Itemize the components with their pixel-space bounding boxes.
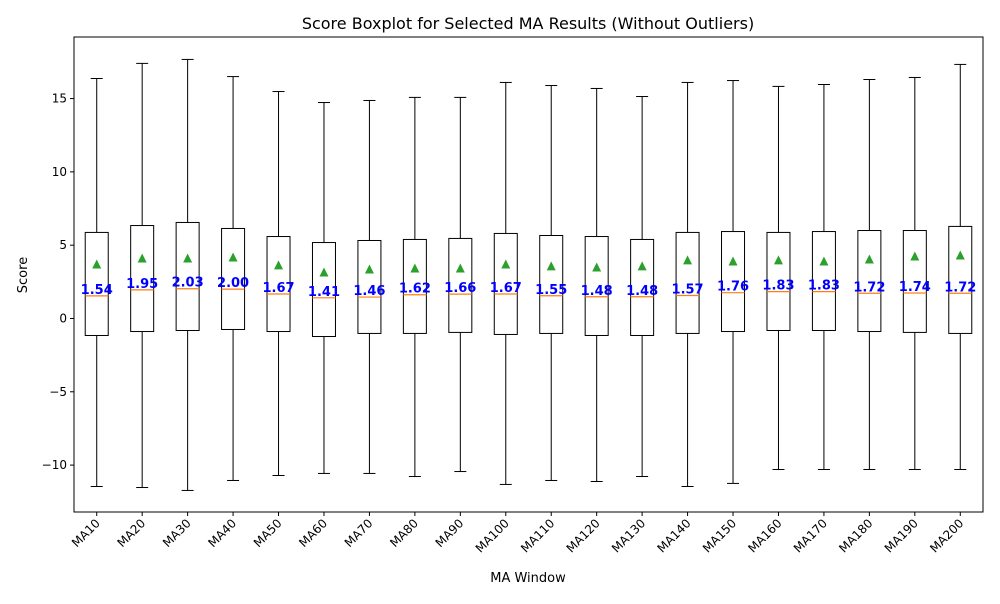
median-label: 1.67 (262, 281, 294, 296)
y-tick-label: 5 (59, 238, 67, 252)
x-tick-label: MA40 (205, 516, 239, 550)
mean-marker (592, 262, 602, 272)
median-label: 1.83 (762, 279, 794, 294)
mean-marker (637, 261, 647, 271)
box (130, 225, 155, 333)
box (84, 231, 109, 336)
median-label: 1.48 (626, 284, 658, 299)
box (448, 237, 473, 333)
box (721, 231, 746, 333)
box (266, 236, 291, 333)
median-label: 1.55 (535, 283, 567, 298)
y-tick-label: 0 (59, 311, 67, 325)
mean-marker (183, 253, 193, 263)
median-label: 1.54 (81, 283, 113, 298)
median-label: 1.66 (444, 281, 476, 296)
box (857, 230, 882, 333)
mean-marker (92, 259, 102, 269)
median-label: 1.83 (808, 279, 840, 294)
median-label: 1.74 (899, 280, 931, 295)
box (539, 235, 564, 334)
mean-marker (864, 254, 874, 264)
mean-marker (501, 259, 511, 269)
median-label: 2.00 (217, 276, 249, 291)
box (811, 231, 836, 332)
mean-marker (228, 252, 238, 262)
mean-marker (455, 263, 465, 273)
x-tick-label: MA100 (473, 516, 512, 555)
x-tick-label: MA10 (69, 516, 103, 550)
box (175, 221, 200, 332)
box (948, 225, 973, 334)
mean-marker (410, 263, 420, 273)
box (630, 238, 655, 336)
x-tick-label: MA80 (387, 516, 421, 550)
box (766, 231, 791, 332)
box (675, 231, 700, 334)
median-label: 1.57 (672, 282, 704, 297)
median-label: 1.67 (490, 281, 522, 296)
y-tick-label: −10 (42, 458, 67, 472)
median-label: 1.62 (399, 282, 431, 297)
x-axis-label: MA Window (490, 571, 566, 586)
median-label: 1.72 (944, 280, 976, 295)
x-tick-label: MA60 (296, 516, 330, 550)
mean-marker (137, 253, 147, 263)
median-label: 1.41 (308, 285, 340, 300)
mean-marker (728, 256, 738, 266)
box (221, 227, 246, 330)
box (584, 236, 609, 336)
x-tick-label: MA190 (882, 516, 921, 555)
mean-marker (546, 261, 556, 271)
mean-marker (683, 255, 693, 265)
chart-title: Score Boxplot for Selected MA Results (W… (302, 14, 754, 33)
x-tick-label: MA50 (251, 516, 285, 550)
mean-marker (274, 260, 284, 270)
x-tick-label: MA110 (518, 516, 557, 555)
x-tick-label: MA180 (836, 516, 875, 555)
y-axis-label: Score (16, 257, 31, 293)
median-label: 1.95 (126, 277, 158, 292)
x-tick-label: MA20 (114, 516, 148, 550)
median-label: 1.76 (717, 280, 749, 295)
plot-frame (73, 36, 984, 513)
mean-marker (319, 267, 329, 277)
x-tick-label: MA200 (927, 516, 966, 555)
x-tick-label: MA150 (700, 516, 739, 555)
median-label: 1.46 (353, 284, 385, 299)
box (402, 238, 427, 334)
y-tick-label: 10 (52, 165, 67, 179)
mean-marker (955, 250, 965, 260)
x-tick-label: MA120 (564, 516, 603, 555)
box (902, 230, 927, 333)
x-tick-label: MA130 (609, 516, 648, 555)
x-tick-label: MA160 (745, 516, 784, 555)
box (311, 242, 336, 338)
mean-marker (364, 264, 374, 274)
y-tick-label: −5 (49, 385, 67, 399)
median-label: 1.72 (853, 280, 885, 295)
x-tick-label: MA30 (160, 516, 194, 550)
x-tick-label: MA140 (654, 516, 693, 555)
median-label: 1.48 (581, 284, 613, 299)
mean-marker (773, 255, 783, 265)
box (357, 239, 382, 334)
mean-marker (910, 251, 920, 261)
y-tick-label: 15 (52, 92, 67, 106)
mean-marker (819, 256, 829, 266)
x-tick-label: MA170 (791, 516, 830, 555)
x-tick-label: MA70 (342, 516, 376, 550)
box (493, 232, 518, 335)
x-tick-label: MA90 (433, 516, 467, 550)
median-label: 2.03 (172, 276, 204, 291)
